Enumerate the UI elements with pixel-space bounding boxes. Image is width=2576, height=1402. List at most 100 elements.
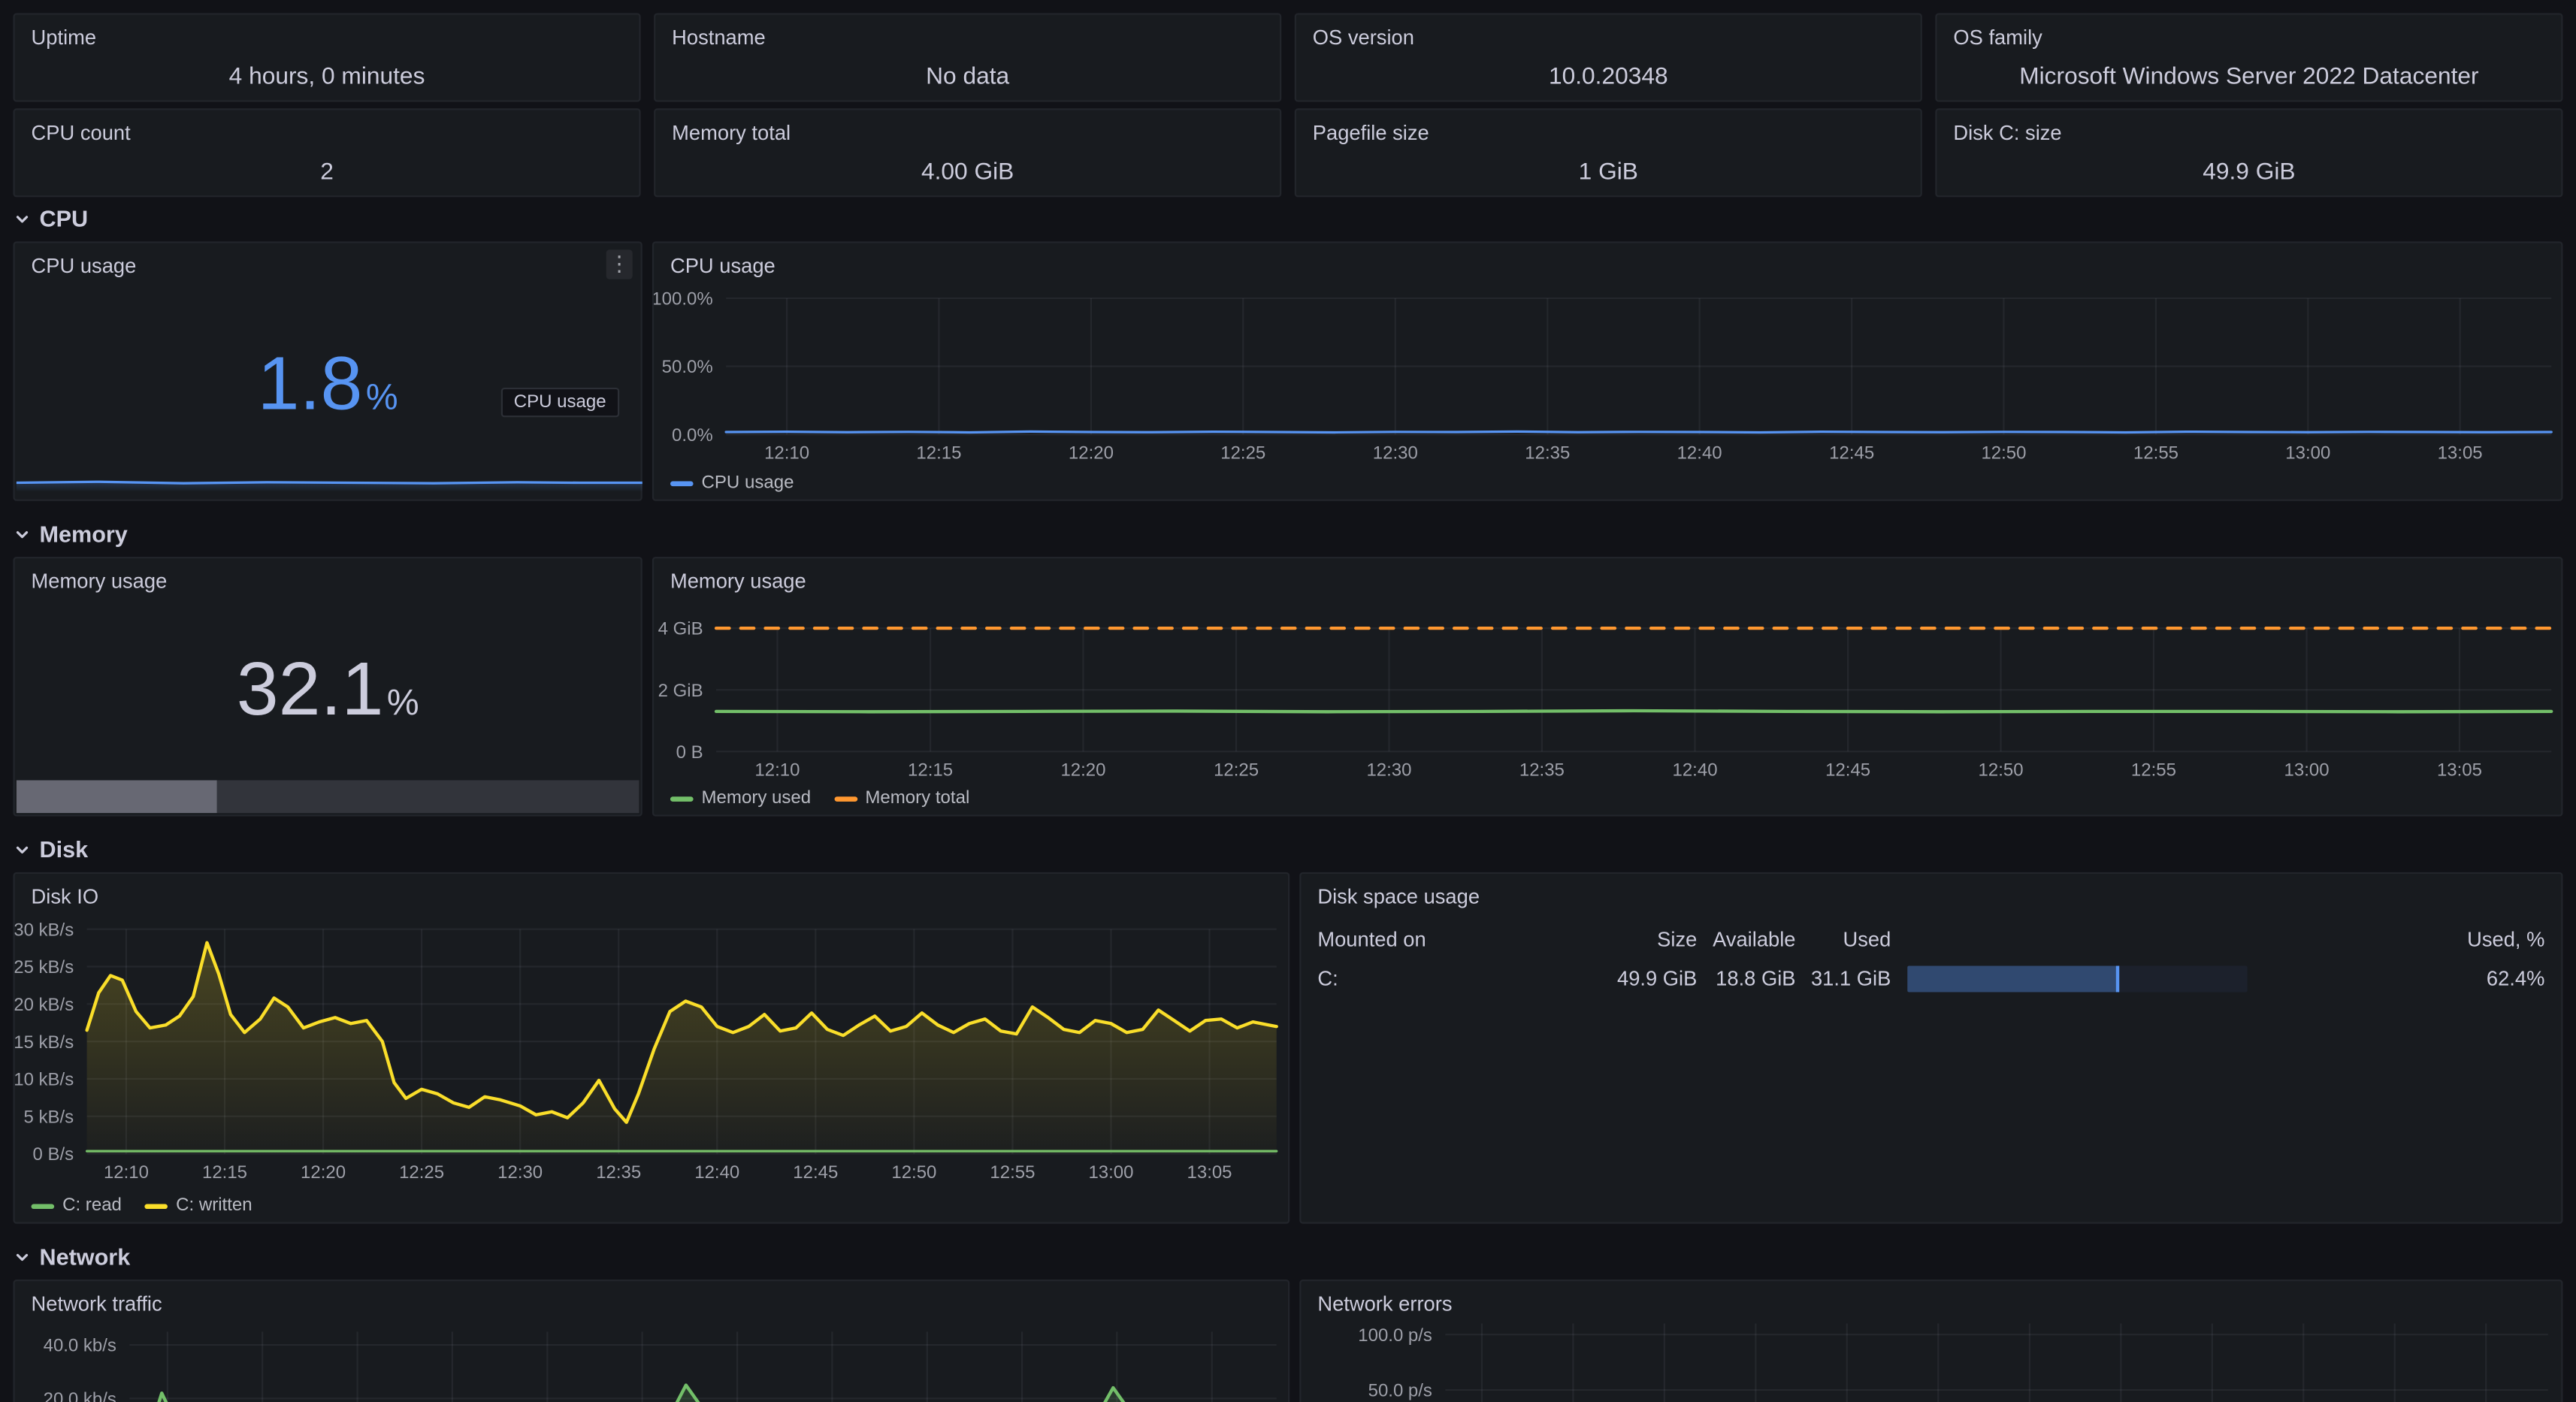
table-row: C: 49.9 GiB 18.8 GiB 31.1 GiB 62.4% bbox=[1317, 961, 2544, 997]
cpu-usage-chart-panel: CPU usage 0.0% 50.0% 100.0% 12:10 12:15 12:20… bbox=[652, 241, 2563, 501]
stat-panel-memory-total: Memory total 4.00 GiB bbox=[654, 108, 1282, 198]
panel-title[interactable]: Network errors bbox=[1317, 1292, 1453, 1316]
svg-text:12:50: 12:50 bbox=[1979, 760, 2024, 781]
svg-text:30 kB/s: 30 kB/s bbox=[15, 920, 74, 940]
panel-title[interactable]: OS version bbox=[1312, 26, 1414, 50]
svg-text:12:35: 12:35 bbox=[596, 1162, 641, 1183]
cell-used-pct: 62.4% bbox=[2486, 967, 2545, 991]
panel-title[interactable]: CPU usage bbox=[670, 254, 776, 278]
svg-text:13:00: 13:00 bbox=[2285, 443, 2330, 464]
panel-title[interactable]: CPU usage bbox=[31, 254, 137, 278]
stat-panel-os-family: OS family Microsoft Windows Server 2022 … bbox=[1935, 13, 2563, 102]
panel-title[interactable]: Disk IO bbox=[31, 885, 99, 908]
panel-title[interactable]: OS family bbox=[1953, 26, 2042, 50]
section-title: Disk bbox=[39, 835, 89, 863]
section-header-memory[interactable]: Memory bbox=[13, 514, 128, 553]
panel-title[interactable]: Pagefile size bbox=[1312, 121, 1429, 145]
memory-usage-chart-panel: Memory usage 0 B 2 GiB 4 GiB 12:10 12:15 12:2… bbox=[652, 557, 2563, 817]
svg-text:13:05: 13:05 bbox=[2437, 760, 2482, 781]
svg-text:25 kB/s: 25 kB/s bbox=[15, 957, 74, 977]
svg-text:40.0 kb/s: 40.0 kb/s bbox=[44, 1336, 116, 1356]
network-traffic-chart[interactable]: 20.0 kb/s40.0 kb/s12:1012:1512:2012:2512… bbox=[15, 1281, 1288, 1402]
legend-item[interactable]: C: written bbox=[144, 1196, 252, 1216]
svg-text:12:10: 12:10 bbox=[104, 1162, 149, 1183]
memory-usage-big-value: 32.1% bbox=[236, 645, 419, 731]
panel-title[interactable]: Network traffic bbox=[31, 1292, 162, 1316]
cpu-usage-stat-panel: CPU usage ⋮ 1.8% CPU usage bbox=[13, 241, 642, 501]
panel-title[interactable]: CPU count bbox=[31, 121, 131, 145]
stat-panel-os-version: OS version 10.0.20348 bbox=[1294, 13, 1922, 102]
section-header-cpu[interactable]: CPU bbox=[13, 199, 88, 238]
stat-panel-uptime: Uptime 4 hours, 0 minutes bbox=[13, 13, 641, 102]
svg-text:100.0 p/s: 100.0 p/s bbox=[1358, 1325, 1432, 1346]
cell-used: 31.1 GiB bbox=[1810, 967, 1891, 991]
legend-item[interactable]: CPU usage bbox=[670, 473, 794, 493]
memory-usage-chart[interactable]: 0 B 2 GiB 4 GiB 12:10 12:15 12:20 12:25 12:30 12… bbox=[654, 558, 2561, 814]
svg-text:12:15: 12:15 bbox=[202, 1162, 247, 1183]
used-gauge-track bbox=[1907, 965, 2248, 993]
svg-text:2 GiB: 2 GiB bbox=[658, 681, 703, 701]
disk-io-chart[interactable]: 0 B/s 5 kB/s 10 kB/s 15 kB/s 20 kB/s 25 kB/s 3… bbox=[15, 874, 1288, 1222]
svg-text:13:05: 13:05 bbox=[1187, 1162, 1232, 1183]
stat-panel-hostname: Hostname No data bbox=[654, 13, 1282, 102]
stat-value: 4.00 GiB bbox=[921, 159, 1014, 186]
cpu-usage-chart[interactable]: 0.0% 50.0% 100.0% 12:10 12:15 12:20 12:25 12:30… bbox=[654, 243, 2561, 500]
used-gauge-fill bbox=[1907, 965, 2120, 993]
svg-text:12:35: 12:35 bbox=[1525, 443, 1570, 464]
panel-title[interactable]: Hostname bbox=[672, 26, 766, 50]
col-header-used[interactable]: Used bbox=[1843, 928, 1891, 951]
stat-value: 4 hours, 0 minutes bbox=[228, 64, 425, 91]
panel-title[interactable]: Disk C: size bbox=[1953, 121, 2062, 145]
svg-text:12:10: 12:10 bbox=[754, 760, 800, 781]
svg-text:4 GiB: 4 GiB bbox=[658, 619, 703, 639]
svg-text:13:00: 13:00 bbox=[1088, 1162, 1133, 1183]
disk-space-usage-panel: Disk space usage Mounted on Size Availab… bbox=[1299, 872, 2563, 1224]
panel-title[interactable]: Disk space usage bbox=[1317, 885, 1480, 908]
col-header-available[interactable]: Available bbox=[1713, 928, 1796, 951]
panel-title[interactable]: Memory total bbox=[672, 121, 791, 145]
svg-text:5 kB/s: 5 kB/s bbox=[24, 1107, 74, 1127]
cell-mounted-on: C: bbox=[1317, 967, 1338, 991]
svg-text:12:20: 12:20 bbox=[301, 1162, 346, 1183]
stat-value: No data bbox=[926, 64, 1010, 91]
svg-text:12:20: 12:20 bbox=[1069, 443, 1114, 464]
series-label-chip: CPU usage bbox=[500, 387, 620, 418]
svg-text:12:25: 12:25 bbox=[399, 1162, 444, 1183]
section-title: CPU bbox=[39, 205, 89, 232]
disk-table-header: Mounted on Size Available Used Used, % bbox=[1317, 921, 2544, 957]
stat-value: 1 GiB bbox=[1578, 159, 1638, 186]
svg-text:15 kB/s: 15 kB/s bbox=[15, 1032, 74, 1053]
legend-item[interactable]: C: read bbox=[31, 1196, 122, 1216]
col-header-used-pct[interactable]: Used, % bbox=[2467, 928, 2545, 951]
stat-panel-disk-c-size: Disk C: size 49.9 GiB bbox=[1935, 108, 2563, 198]
network-traffic-chart-panel: Network traffic 20.0 kb/s40.0 kb/s12:101… bbox=[13, 1280, 1290, 1402]
cell-available: 18.8 GiB bbox=[1716, 967, 1796, 991]
panel-title[interactable]: Memory usage bbox=[31, 570, 168, 594]
col-header-size[interactable]: Size bbox=[1657, 928, 1698, 951]
stat-value: 49.9 GiB bbox=[2203, 159, 2296, 186]
section-header-disk[interactable]: Disk bbox=[13, 829, 88, 869]
panel-menu-icon[interactable]: ⋮ bbox=[606, 249, 633, 279]
legend-item[interactable]: Memory used bbox=[670, 788, 811, 808]
svg-text:12:55: 12:55 bbox=[2131, 760, 2176, 781]
section-header-network[interactable]: Network bbox=[13, 1237, 130, 1276]
stat-value: Microsoft Windows Server 2022 Datacenter bbox=[2019, 64, 2479, 91]
svg-text:10 kB/s: 10 kB/s bbox=[15, 1070, 74, 1090]
chevron-down-icon bbox=[16, 845, 29, 853]
svg-text:20 kB/s: 20 kB/s bbox=[15, 995, 74, 1015]
panel-title[interactable]: Memory usage bbox=[670, 570, 806, 594]
cpu-sparkline bbox=[16, 480, 642, 491]
stat-value: 2 bbox=[320, 159, 334, 186]
svg-text:12:20: 12:20 bbox=[1060, 760, 1105, 781]
section-title: Memory bbox=[39, 521, 128, 548]
svg-text:12:30: 12:30 bbox=[1366, 760, 1411, 781]
cpu-usage-big-value: 1.8% bbox=[257, 340, 398, 426]
legend-item[interactable]: Memory total bbox=[833, 788, 969, 808]
panel-title[interactable]: Uptime bbox=[31, 26, 97, 50]
stat-value: 10.0.20348 bbox=[1548, 64, 1668, 91]
col-header-mounted-on[interactable]: Mounted on bbox=[1317, 928, 1426, 951]
svg-text:0 B: 0 B bbox=[676, 742, 703, 763]
